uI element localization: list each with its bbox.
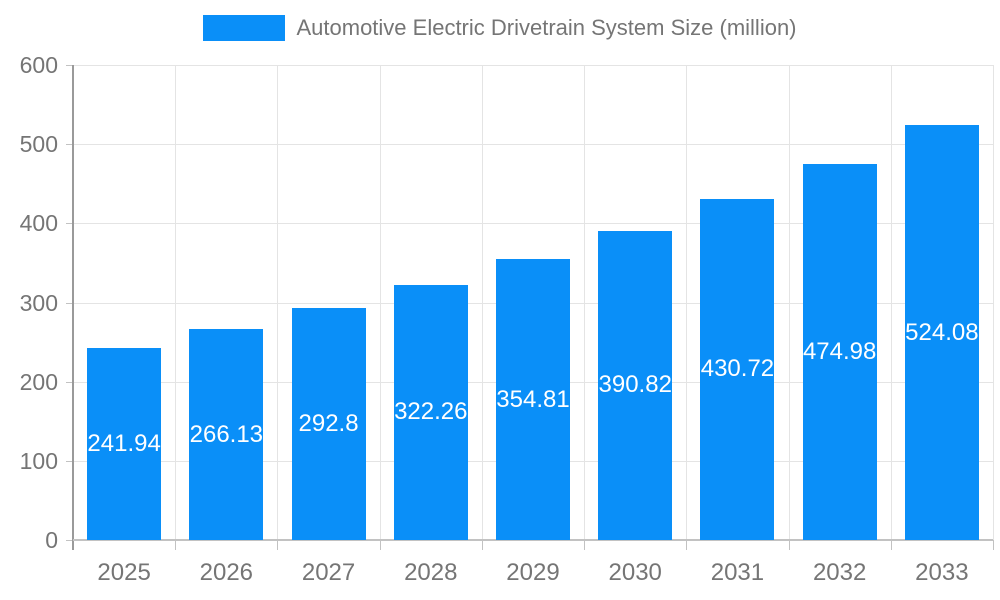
y-gridline <box>73 144 993 146</box>
y-axis-tick <box>66 302 72 304</box>
y-axis-tick <box>66 65 72 66</box>
y-axis-line <box>72 65 74 550</box>
y-tick-label: 100 <box>19 447 58 474</box>
x-axis-tick <box>175 540 177 550</box>
x-tick-label: 2029 <box>506 559 560 586</box>
x-tick-label: 2026 <box>199 559 254 586</box>
bar[interactable]: 390.82 <box>598 230 673 540</box>
x-axis-tick <box>788 540 790 550</box>
bar[interactable]: 322.26 <box>393 284 468 540</box>
x-axis-tick <box>584 540 586 550</box>
x-tick-label: 2031 <box>710 559 765 586</box>
bar-value-label: 241.94 <box>87 430 161 458</box>
x-axis-tick <box>890 540 892 550</box>
x-gridline <box>993 65 994 540</box>
bar-value-label: 266.13 <box>189 420 264 448</box>
y-tick-label: 500 <box>19 131 58 158</box>
bar-value-label: 292.8 <box>298 410 359 438</box>
bar-value-label: 390.82 <box>598 371 672 399</box>
x-tick-label: 2030 <box>608 559 662 586</box>
legend-swatch[interactable] <box>203 15 286 41</box>
x-axis-tick <box>993 540 994 550</box>
bar[interactable]: 524.08 <box>904 125 979 540</box>
x-axis-line <box>73 539 993 541</box>
bar[interactable]: 241.94 <box>87 348 162 540</box>
y-axis-tick <box>66 381 72 383</box>
bar[interactable]: 474.98 <box>802 163 877 540</box>
x-axis-tick <box>379 540 381 550</box>
x-tick-label: 2032 <box>812 559 867 586</box>
x-tick-label: 2025 <box>97 559 151 586</box>
x-tick-label: 2027 <box>301 559 356 586</box>
bar-value-label: 354.81 <box>496 385 570 413</box>
x-tick-label: 2028 <box>404 559 458 586</box>
y-gridline <box>73 65 993 66</box>
x-axis-tick <box>686 540 688 550</box>
legend-label[interactable]: Automotive Electric Drivetrain System Si… <box>296 15 797 40</box>
x-axis-tick <box>277 540 279 550</box>
y-gridline <box>73 223 993 225</box>
y-axis-tick <box>66 144 72 146</box>
y-tick-label: 300 <box>19 289 58 316</box>
x-axis-tick <box>481 540 483 550</box>
bar-value-label: 322.26 <box>394 398 468 426</box>
bar-value-label: 430.72 <box>700 355 775 383</box>
legend[interactable]: Automotive Electric Drivetrain System Si… <box>0 15 1000 41</box>
bar[interactable]: 292.8 <box>291 308 366 540</box>
bar[interactable]: 266.13 <box>189 329 264 540</box>
y-tick-label: 400 <box>19 210 58 237</box>
bar[interactable]: 430.72 <box>700 199 775 540</box>
y-axis-tick <box>66 540 72 541</box>
bar-value-label: 524.08 <box>905 318 979 346</box>
y-axis-tick <box>66 223 72 225</box>
bar-value-label: 474.98 <box>802 337 877 365</box>
y-axis-tick <box>66 460 72 462</box>
y-tick-label: 200 <box>19 368 58 395</box>
x-tick-label: 2033 <box>915 559 969 586</box>
y-tick-label: 0 <box>45 527 58 553</box>
bar[interactable]: 354.81 <box>496 259 570 540</box>
y-tick-label: 600 <box>19 52 58 78</box>
